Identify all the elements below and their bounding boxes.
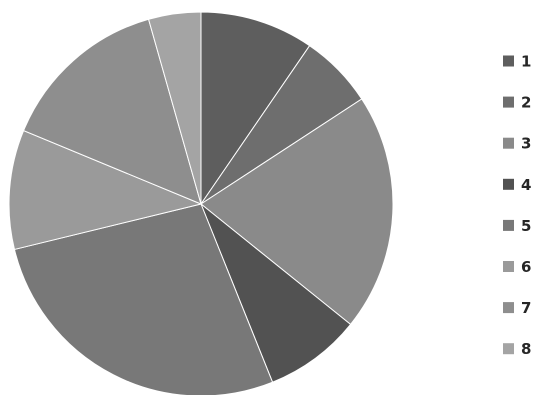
legend-label-4: 4 — [521, 176, 531, 194]
pie-slice-3 — [200, 98, 394, 326]
legend-label-6: 6 — [521, 258, 531, 276]
legend-swatch-4 — [503, 178, 514, 190]
pie-slice-5 — [13, 203, 274, 395]
legend-swatch-3 — [503, 137, 514, 149]
legend-item-1: 1 — [503, 53, 531, 71]
legend-item-6: 6 — [503, 258, 531, 276]
legend-item-3: 3 — [503, 135, 531, 153]
pie-slice-4 — [199, 202, 352, 383]
legend-label-1: 1 — [521, 53, 531, 71]
legend-swatch-8 — [503, 343, 514, 355]
legend-label-7: 7 — [521, 299, 531, 317]
legend-swatch-7 — [503, 302, 514, 314]
legend-swatch-1 — [503, 55, 514, 67]
legend-label-8: 8 — [521, 340, 531, 358]
legend-item-4: 4 — [503, 176, 531, 194]
legend-item-8: 8 — [503, 340, 531, 358]
legend-label-5: 5 — [521, 217, 531, 235]
legend-item-5: 5 — [503, 217, 531, 235]
legend-label-3: 3 — [521, 135, 531, 153]
legend-swatch-2 — [503, 96, 514, 108]
pie-slice-7 — [22, 18, 202, 205]
legend-label-2: 2 — [521, 94, 531, 112]
pie-slice-6 — [8, 129, 203, 251]
legend-item-2: 2 — [503, 94, 531, 112]
pie-slices — [8, 11, 394, 395]
pie-slice-8 — [147, 11, 202, 205]
legend: 1 2 3 4 5 6 7 8 — [503, 53, 531, 358]
legend-swatch-5 — [503, 219, 514, 231]
pie-slice-1 — [200, 11, 311, 206]
legend-item-7: 7 — [503, 299, 531, 317]
legend-swatch-6 — [503, 261, 514, 272]
